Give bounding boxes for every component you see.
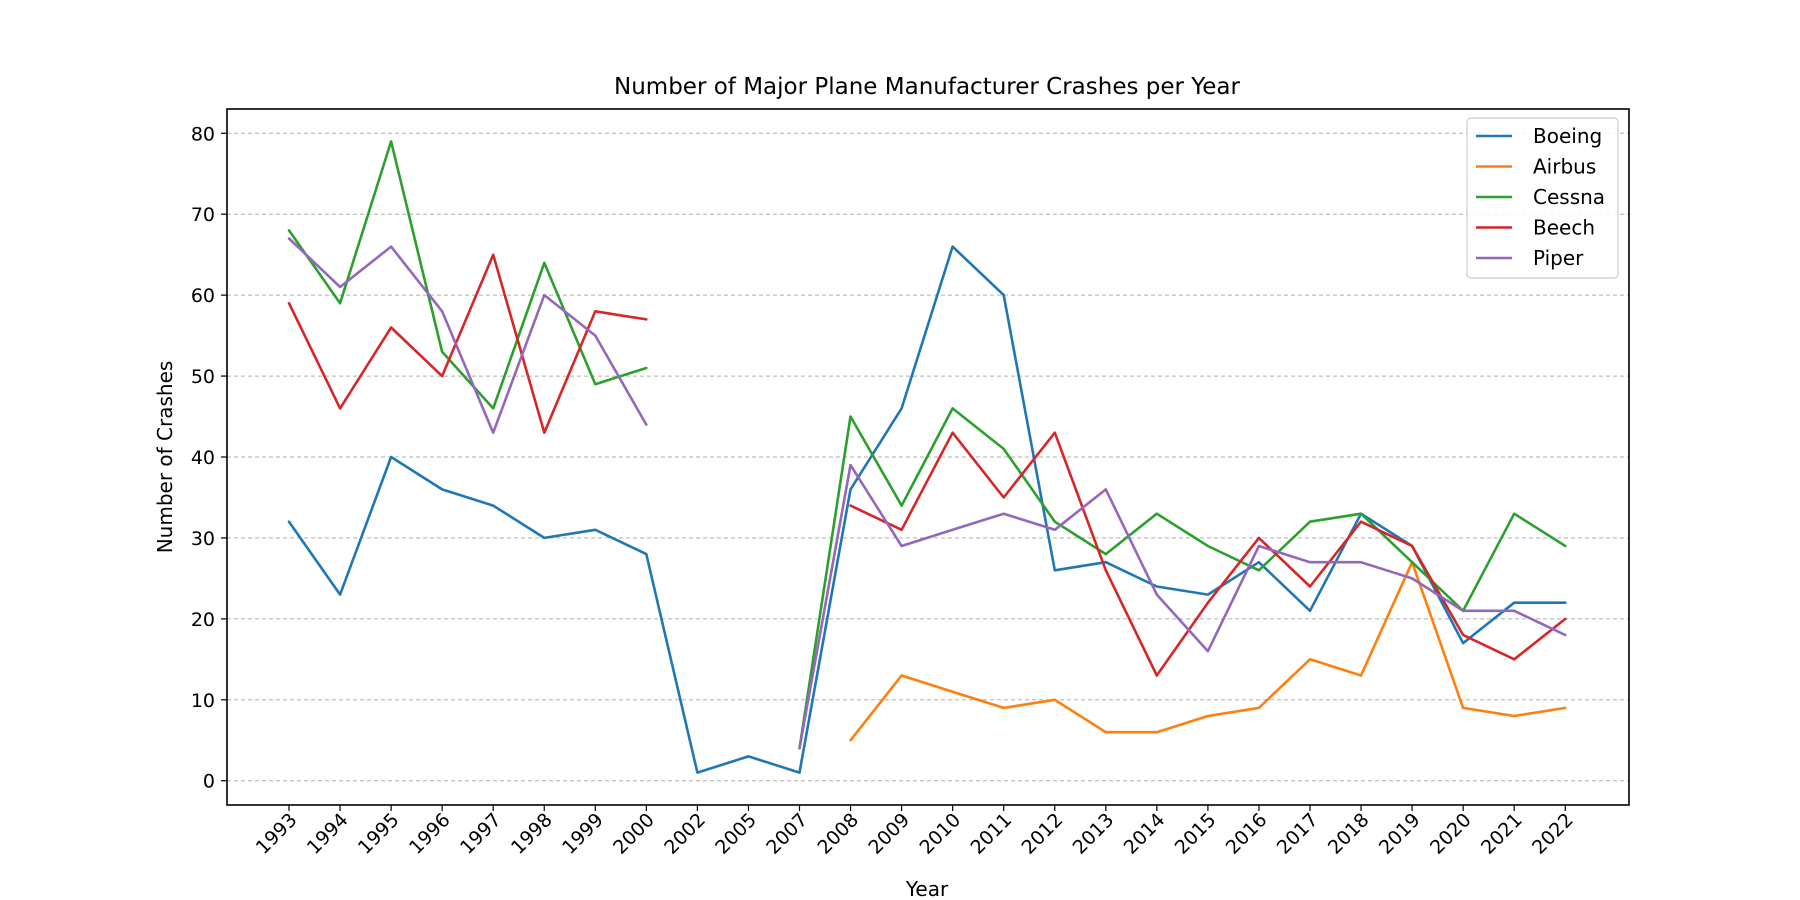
series-line-beech [287,253,1567,677]
chart-title: Number of Major Plane Manufacturer Crash… [614,74,1241,100]
series-line-airbus [849,560,1567,742]
y-tick-label: 80 [191,123,215,145]
legend: Boeing Airbus Cessna Beech Piper [1466,117,1619,279]
y-tick-label: 70 [191,204,215,226]
y-tick-label: 20 [191,609,215,631]
series-line-boeing [287,245,1567,774]
series-line-piper [287,237,1567,750]
y-tick-label: 10 [191,690,215,712]
y-tick-label: 40 [191,447,215,469]
y-tick-label: 60 [191,285,215,307]
legend-label-boeing: Boeing [1533,124,1602,148]
legend-label-piper: Piper [1533,246,1584,270]
series-lines [287,140,1567,774]
y-axis: 0 10 20 30 40 50 60 70 80 [191,123,227,793]
legend-label-cessna: Cessna [1533,185,1605,209]
legend-label-airbus: Airbus [1533,155,1596,179]
series-line-cessna [287,140,1567,750]
y-tick-label: 30 [191,528,215,550]
y-axis-label: Number of Crashes [153,361,177,554]
legend-box [1466,117,1619,279]
x-axis-label: Year [905,877,949,900]
y-tick-label: 50 [191,366,215,388]
y-tick-label: 0 [203,771,215,793]
legend-label-beech: Beech [1533,216,1595,240]
